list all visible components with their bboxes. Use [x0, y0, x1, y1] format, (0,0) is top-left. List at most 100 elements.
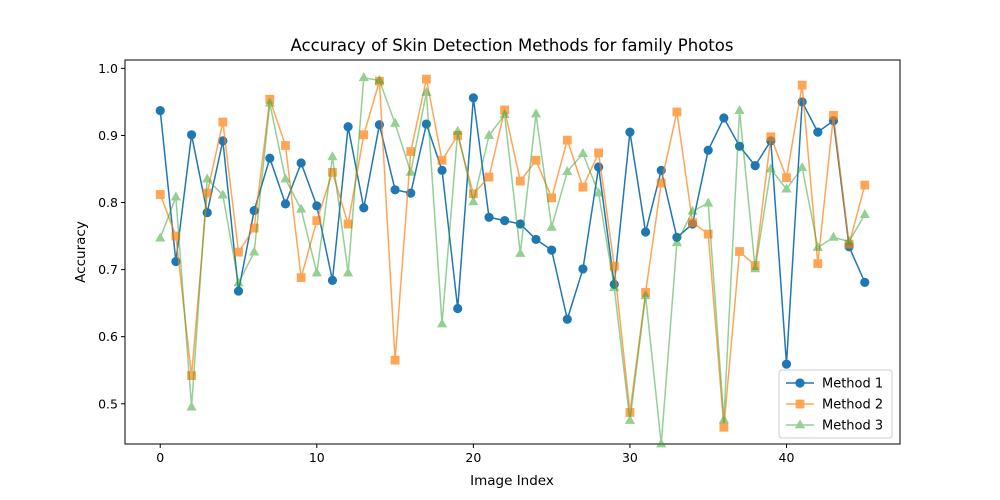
series-3 — [155, 72, 870, 448]
data-point — [234, 247, 243, 257]
data-point — [312, 201, 322, 211]
data-point — [296, 158, 306, 168]
legend-entry-2 — [786, 399, 814, 409]
data-point — [593, 187, 604, 197]
data-point — [546, 221, 557, 231]
data-point — [187, 371, 196, 380]
data-point — [578, 264, 588, 274]
y-tick-label: 0.6 — [98, 329, 118, 344]
data-point — [389, 117, 401, 127]
data-point — [624, 414, 636, 424]
y-axis-title: Accuracy — [73, 221, 89, 283]
data-point — [265, 153, 275, 163]
data-point — [640, 290, 651, 300]
data-point — [750, 161, 760, 171]
data-point — [577, 147, 589, 157]
x-axis-title: Image Index — [470, 473, 554, 489]
data-point — [829, 110, 838, 120]
data-point — [813, 259, 823, 268]
data-point — [828, 231, 839, 241]
data-point — [515, 219, 525, 229]
series-line — [159, 78, 866, 428]
data-point — [483, 129, 495, 139]
data-point — [531, 234, 541, 245]
data-point — [311, 267, 322, 277]
legend-marker — [795, 378, 805, 388]
y-tick-label: 1.0 — [98, 61, 118, 76]
data-point — [844, 235, 855, 245]
data-point — [218, 117, 228, 127]
data-point — [374, 74, 385, 84]
chart-title: Accuracy of Skin Detection Methods for f… — [291, 36, 734, 55]
data-point — [860, 277, 870, 287]
legend-label: Method 3 — [822, 419, 883, 434]
data-point — [452, 125, 463, 135]
legend-entry-3 — [786, 419, 814, 429]
data-point — [358, 72, 369, 82]
y-tick-label: 0.5 — [98, 396, 118, 411]
data-point — [264, 97, 275, 107]
data-point — [343, 219, 353, 229]
data-point — [531, 155, 541, 165]
data-point — [562, 166, 573, 176]
data-point — [453, 303, 463, 314]
data-point — [812, 241, 823, 251]
data-point — [656, 178, 666, 188]
data-point — [735, 247, 744, 256]
data-point — [703, 229, 713, 239]
data-point — [734, 105, 745, 115]
data-point — [562, 135, 572, 145]
data-point — [202, 188, 212, 198]
data-point — [718, 414, 729, 424]
data-point — [578, 182, 588, 192]
data-point — [217, 189, 228, 199]
y-tick-label: 0.9 — [98, 128, 118, 143]
data-point — [343, 267, 354, 277]
data-point — [328, 167, 337, 177]
data-point — [609, 282, 620, 292]
data-point — [797, 80, 807, 90]
data-point — [515, 247, 526, 257]
data-point — [233, 286, 244, 296]
x-tick-label: 0 — [156, 450, 164, 465]
data-point — [484, 172, 494, 182]
data-point — [688, 218, 697, 228]
y-tick-label: 0.7 — [98, 262, 118, 277]
data-point — [703, 145, 713, 155]
data-point — [500, 216, 510, 226]
data-point — [155, 232, 166, 242]
legend: Method 1 Method 2 Method 3 — [778, 369, 893, 439]
data-point — [671, 237, 682, 247]
legend-label: Method 1 — [822, 377, 883, 392]
data-point — [343, 122, 353, 132]
data-point — [813, 127, 823, 137]
legend-marker — [795, 399, 805, 409]
data-point — [390, 355, 400, 365]
legend-entry-1 — [786, 378, 814, 388]
data-point — [312, 216, 322, 226]
series-line — [159, 77, 866, 445]
data-point — [766, 132, 776, 142]
x-tick-label: 10 — [309, 450, 325, 465]
data-point — [280, 199, 291, 209]
data-point — [499, 109, 510, 119]
x-axis: 0 10 20 30 40 — [156, 444, 794, 465]
plot-area: 0 10 20 30 40 0.5 0.6 0.7 0.8 0.9 1.0 — [98, 59, 901, 465]
data-point — [296, 203, 307, 213]
series-line — [159, 97, 866, 365]
data-point — [765, 163, 776, 173]
data-point — [405, 166, 416, 176]
data-point — [625, 127, 635, 137]
data-point — [436, 318, 448, 328]
data-point — [186, 130, 197, 140]
data-point — [782, 173, 791, 183]
data-point — [171, 231, 181, 241]
data-point — [594, 148, 604, 158]
y-axis: 0.5 0.6 0.7 0.8 0.9 1.0 — [98, 61, 125, 411]
data-point — [327, 151, 338, 161]
data-point — [359, 130, 369, 140]
data-point — [327, 275, 338, 285]
data-point — [437, 155, 447, 165]
data-point — [781, 183, 792, 193]
